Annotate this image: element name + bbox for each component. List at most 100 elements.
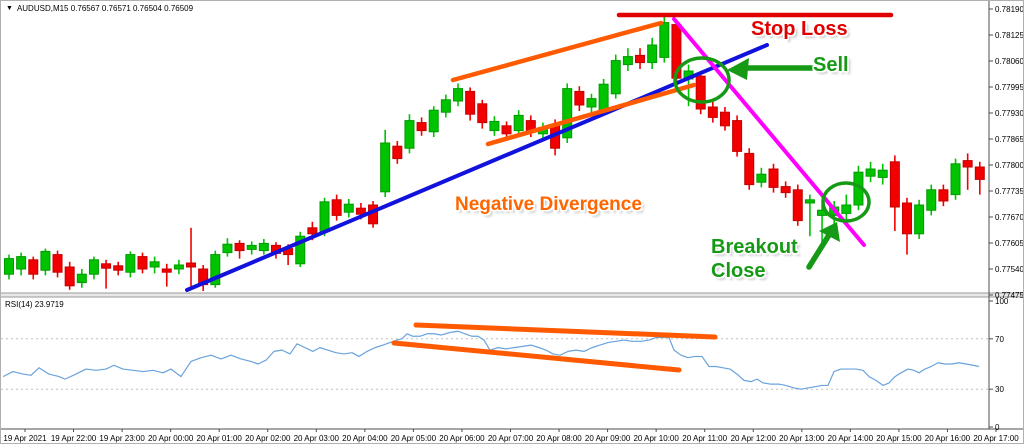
bull-candle (804, 199, 815, 204)
bear-candle (137, 256, 148, 270)
price-tick-label: 0.77475 (995, 291, 1024, 300)
bull-candle (4, 258, 14, 275)
bear-candle (52, 254, 63, 273)
bull-candle (489, 120, 500, 132)
time-tick-label: 19 Apr 22:00 (50, 434, 97, 443)
bear-candle (234, 242, 245, 252)
bull-candle (610, 60, 621, 95)
time-tick-label: 20 Apr 12:00 (730, 434, 776, 443)
bear-candle (465, 90, 476, 115)
breakout-arrow-shaft[interactable] (806, 232, 832, 270)
rsi-line (2, 330, 980, 390)
bear-candle (938, 189, 949, 202)
time-tick-label: 20 Apr 06:00 (439, 434, 485, 443)
price-tick-label: 0.77735 (995, 187, 1024, 196)
chevron-down-icon[interactable]: ▼ (6, 5, 13, 12)
bear-candle (695, 75, 706, 110)
rsi-label: RSI(14) 23.9719 (5, 300, 64, 309)
price-tick-label: 0.78190 (995, 5, 1024, 14)
time-tick-label: 19 Apr 23:00 (99, 434, 145, 443)
bull-candle (210, 254, 221, 286)
bear-candle (974, 166, 985, 180)
time-tick-label: 20 Apr 07:00 (487, 434, 534, 443)
price-tick-label: 0.78060 (995, 57, 1024, 66)
bull-candle (440, 99, 451, 113)
bear-candle (186, 262, 197, 268)
bull-candle (877, 169, 888, 178)
bear-candle (331, 199, 342, 216)
bull-candle (88, 259, 99, 275)
price-tick-label: 0.77800 (995, 161, 1024, 170)
bear-candle (477, 103, 488, 124)
bull-candle (841, 204, 852, 214)
bull-candle (452, 88, 463, 102)
breakdown-trendline[interactable] (672, 17, 866, 247)
bear-candle (768, 168, 779, 188)
breakout-arrow-head[interactable] (819, 222, 840, 242)
bull-candle (246, 244, 257, 250)
channel-line-upper[interactable] (450, 20, 664, 83)
bull-candle (622, 56, 633, 66)
price-tick-label: 0.77995 (995, 83, 1024, 92)
time-tick-label: 20 Apr 05:00 (390, 434, 437, 443)
negative-divergence-label[interactable]: Negative Divergence (455, 194, 642, 215)
time-tick-label: 20 Apr 00:00 (147, 434, 194, 443)
bear-candle (101, 263, 112, 269)
time-tick-label: 20 Apr 17:00 (973, 434, 1019, 443)
rsi-tick-label: 0 (995, 423, 1000, 432)
time-tick-label: 20 Apr 02:00 (245, 434, 291, 443)
bear-candle (307, 227, 318, 235)
bull-candle (865, 168, 876, 177)
bull-candle (659, 22, 670, 58)
time-tick-label: 20 Apr 08:00 (536, 434, 582, 443)
bull-candle (222, 243, 233, 254)
rsi-tick-label: 70 (995, 334, 1004, 344)
bear-candle (355, 207, 366, 215)
sell-circle[interactable] (673, 56, 731, 104)
sell-label[interactable]: Sell (813, 54, 849, 76)
bull-candle (598, 83, 609, 111)
bull-candle (380, 142, 391, 193)
time-tick-label: 19 Apr 2021 (3, 434, 47, 443)
chart-title: AUDUSD,M15 0.76567 0.76571 0.76504 0.765… (16, 4, 194, 13)
time-tick-label: 20 Apr 14:00 (827, 434, 874, 443)
bull-candle (914, 204, 925, 235)
sell-arrow-head[interactable] (727, 58, 749, 80)
time-tick-label: 20 Apr 04:00 (342, 434, 388, 443)
bull-candle (343, 203, 354, 213)
bear-candle (792, 189, 803, 222)
time-tick-label: 20 Apr 03:00 (293, 434, 339, 443)
rsi-divergence-lower[interactable] (391, 340, 682, 373)
price-tick-label: 0.77865 (995, 135, 1024, 144)
time-tick-label: 20 Apr 15:00 (876, 434, 922, 443)
rsi-divergence-upper[interactable] (413, 322, 718, 340)
breakout-close-label[interactable]: Close (711, 260, 766, 282)
price-tick-label: 0.77605 (995, 239, 1024, 248)
bull-candle (926, 189, 937, 211)
bear-candle (392, 145, 403, 160)
time-tick-label: 20 Apr 16:00 (924, 434, 971, 443)
bear-candle (635, 54, 646, 64)
bear-candle (64, 266, 75, 287)
time-tick-label: 20 Apr 01:00 (196, 434, 242, 443)
trendline-support[interactable] (185, 43, 769, 292)
stop-loss-label[interactable]: Stop Loss (751, 18, 848, 40)
breakout-label[interactable]: Breakout (711, 236, 798, 258)
bull-candle (40, 250, 51, 271)
bull-candle (319, 201, 330, 232)
time-tick-label: 20 Apr 09:00 (584, 434, 631, 443)
breakout-close-circle[interactable] (821, 181, 871, 223)
bear-candle (416, 122, 427, 132)
bear-candle (161, 268, 172, 273)
bear-candle (113, 265, 124, 271)
bear-candle (719, 111, 730, 127)
bear-candle (707, 106, 718, 118)
bear-candle (780, 186, 791, 194)
channel-line-lower[interactable] (485, 82, 697, 147)
bull-candle (125, 254, 136, 273)
pane-separator[interactable] (1, 293, 1024, 297)
bull-candle (756, 173, 767, 183)
price-tick-label: 0.77540 (995, 265, 1024, 274)
